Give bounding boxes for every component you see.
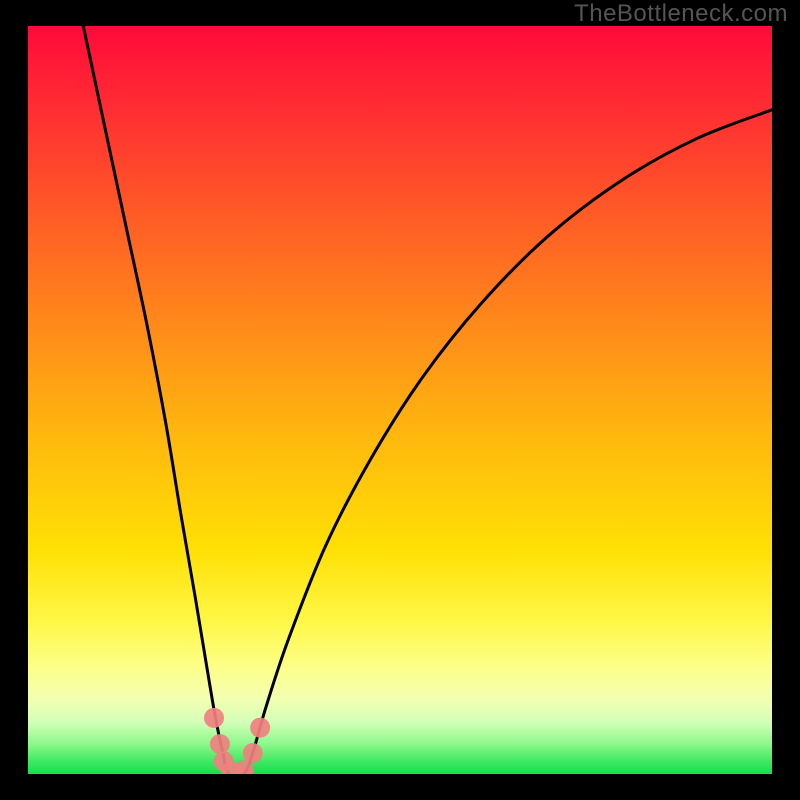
data-point xyxy=(234,760,254,780)
chart-container: TheBottleneck.com xyxy=(0,0,800,800)
data-point xyxy=(243,743,263,763)
bottleneck-valley-chart xyxy=(0,0,800,800)
data-point xyxy=(210,734,230,754)
data-point xyxy=(250,718,270,738)
data-point xyxy=(204,708,224,728)
watermark-text: TheBottleneck.com xyxy=(574,0,788,28)
chart-background-gradient xyxy=(28,26,772,774)
